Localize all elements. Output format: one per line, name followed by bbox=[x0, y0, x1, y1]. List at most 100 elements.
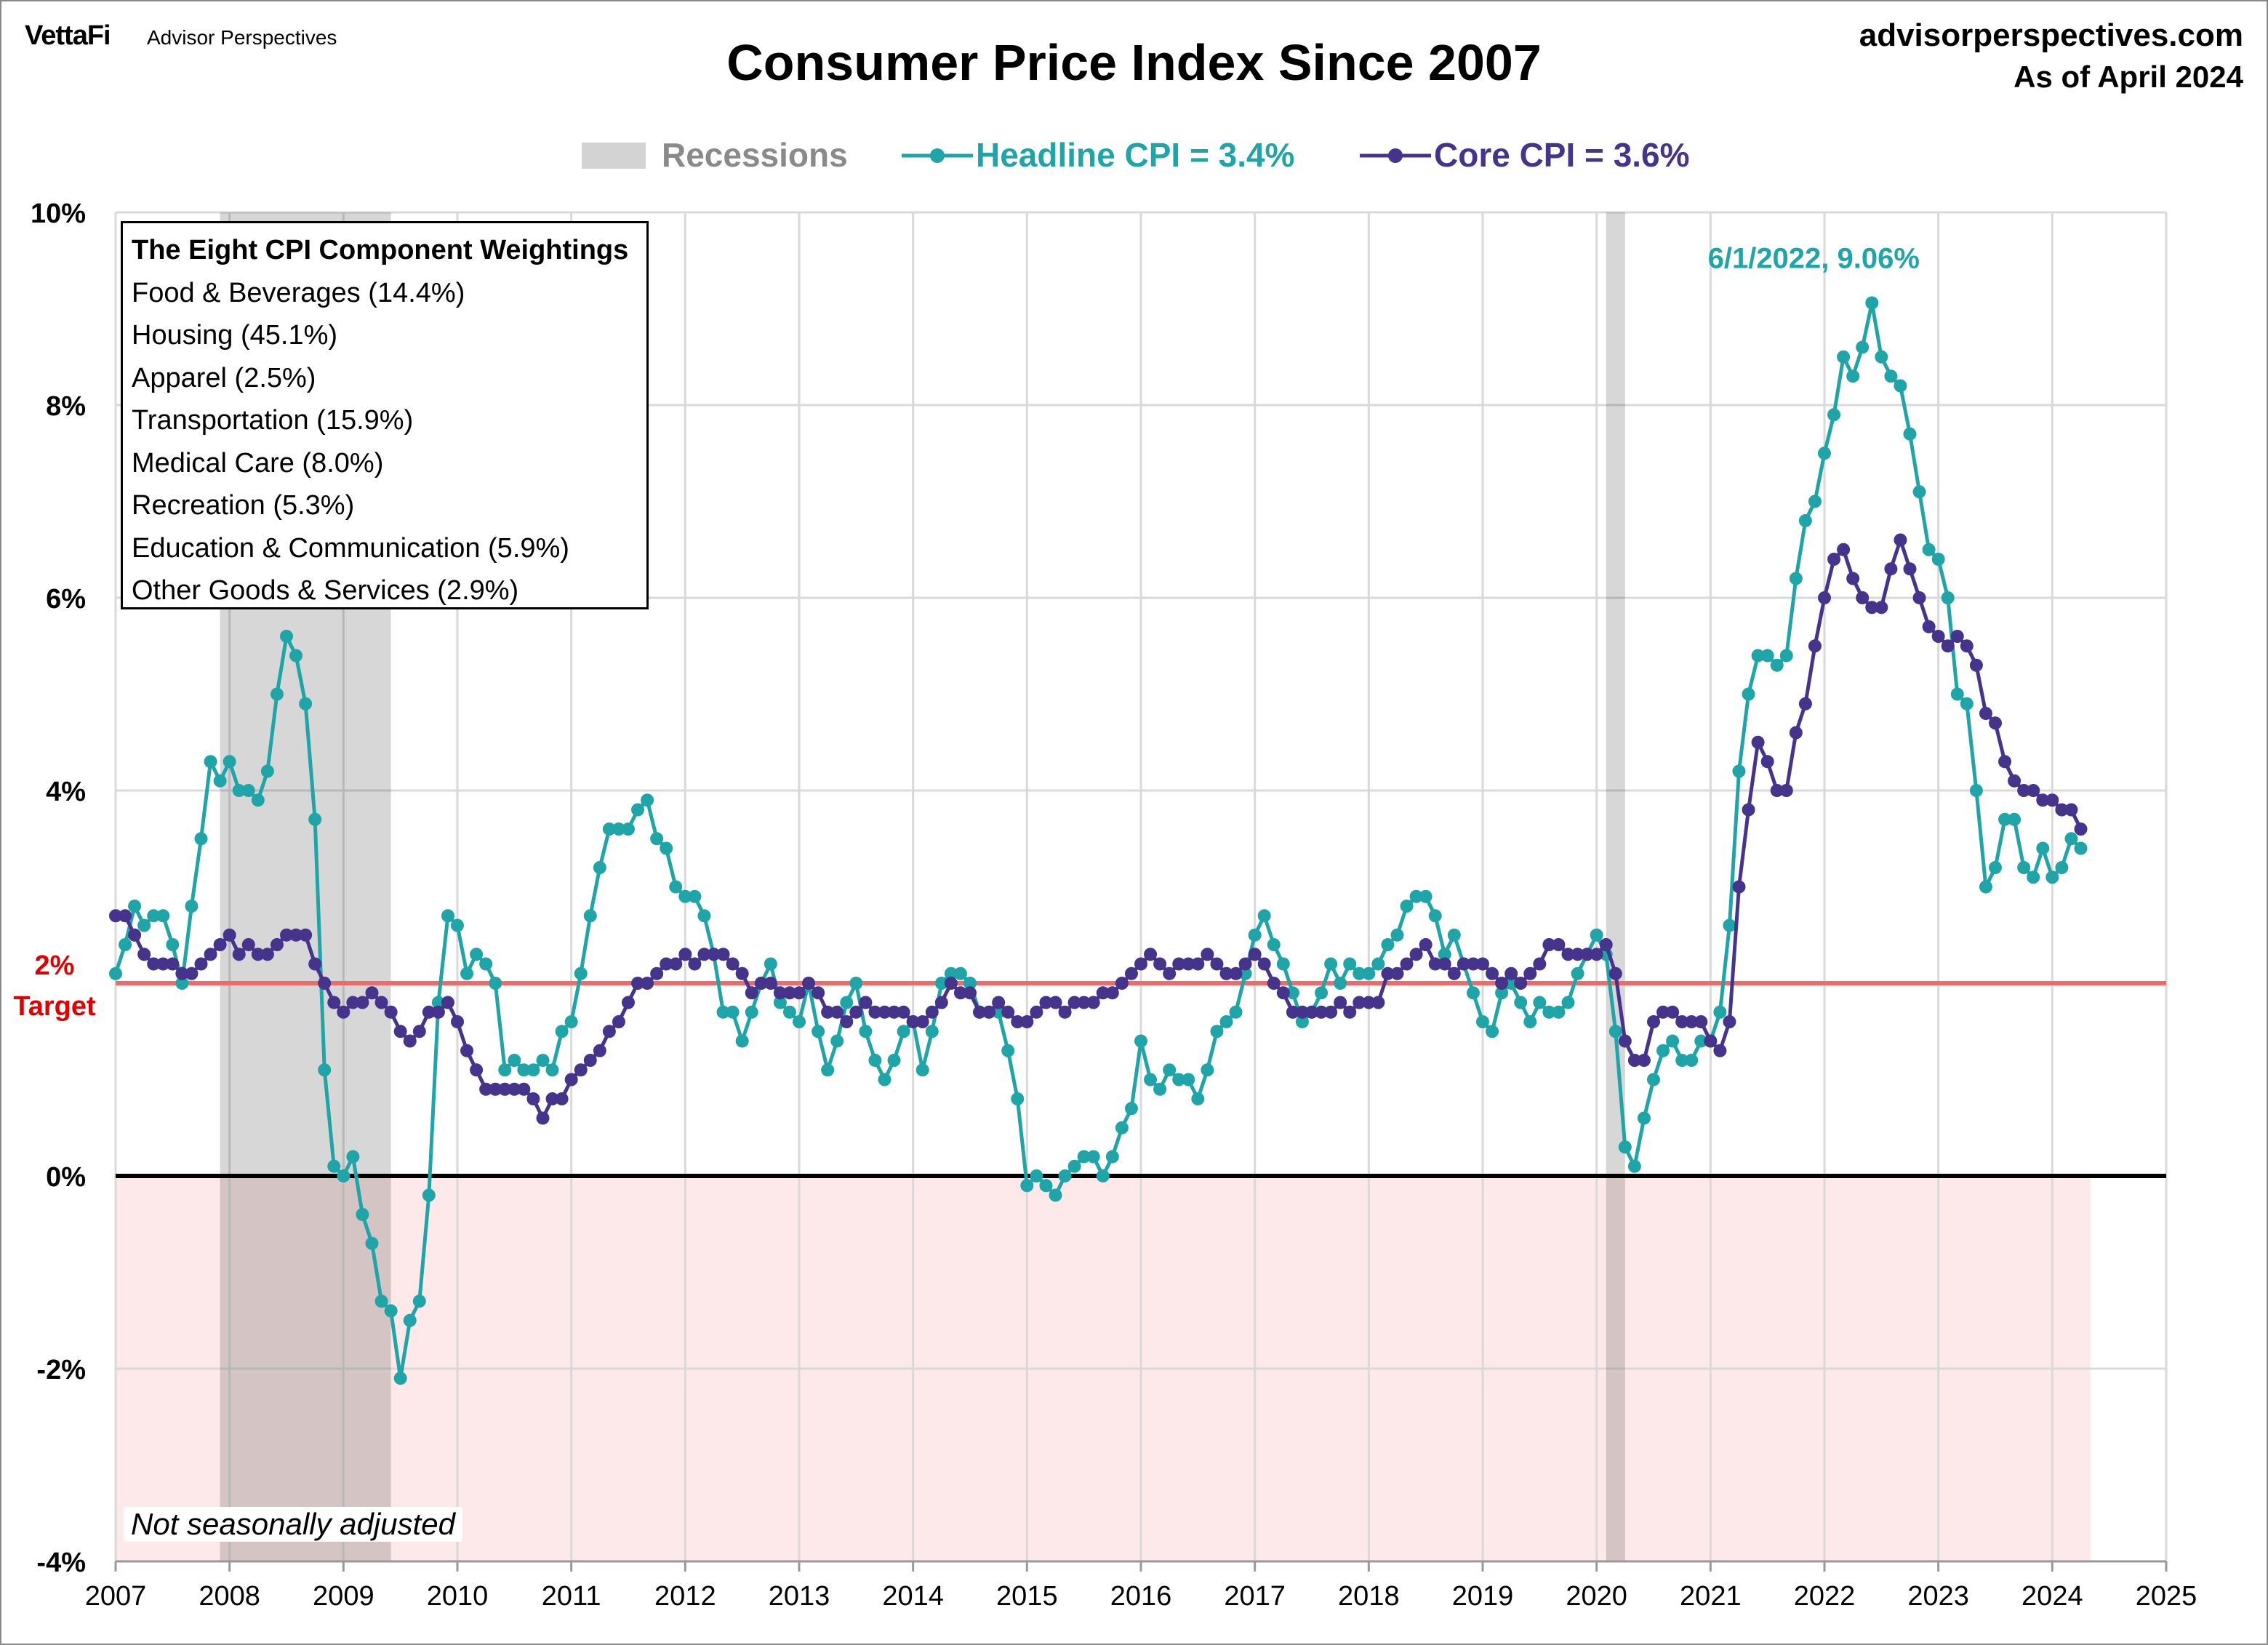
core-cpi-point bbox=[175, 966, 189, 980]
core-cpi-point bbox=[1856, 591, 1870, 604]
x-tick-label: 2025 bbox=[2136, 1581, 2197, 1612]
core-cpi-point bbox=[555, 1092, 569, 1105]
headline-cpi-point bbox=[1077, 1150, 1091, 1164]
core-cpi-point bbox=[1153, 957, 1167, 971]
core-cpi-point bbox=[1637, 1054, 1651, 1067]
core-cpi-point bbox=[451, 1015, 464, 1028]
core-cpi-point bbox=[232, 948, 246, 961]
headline-cpi-point bbox=[678, 889, 692, 903]
headline-cpi-point bbox=[393, 1372, 407, 1385]
core-cpi-point bbox=[745, 986, 758, 1000]
core-cpi-point bbox=[356, 996, 369, 1009]
core-cpi-point bbox=[1219, 966, 1233, 980]
core-cpi-point bbox=[147, 957, 161, 971]
headline-cpi-point bbox=[1191, 1092, 1205, 1105]
core-cpi-point bbox=[622, 996, 635, 1009]
headline-cpi-point bbox=[1257, 909, 1271, 923]
x-tick-label: 2017 bbox=[1224, 1581, 1286, 1612]
core-cpi-point bbox=[726, 957, 740, 971]
headline-cpi-point bbox=[356, 1208, 369, 1221]
headline-cpi-point bbox=[564, 1015, 578, 1028]
core-cpi-point bbox=[716, 948, 730, 961]
seasonal-note: Not seasonally adjusted bbox=[124, 1507, 462, 1542]
core-cpi-point bbox=[1846, 572, 1860, 585]
headline-cpi-point bbox=[289, 649, 303, 663]
y-tick-label: 4% bbox=[46, 777, 86, 807]
core-cpi-point bbox=[593, 1044, 606, 1057]
chart-title: Consumer Price Index Since 2007 bbox=[726, 34, 1542, 91]
headline-cpi-point bbox=[1627, 1159, 1641, 1173]
core-cpi-point bbox=[2027, 784, 2040, 797]
core-cpi-point bbox=[374, 996, 388, 1009]
headline-cpi-point bbox=[1827, 408, 1841, 422]
headline-cpi-point bbox=[1837, 350, 1851, 364]
y-tick-label: -2% bbox=[36, 1355, 86, 1385]
core-cpi-point bbox=[1666, 1005, 1680, 1019]
headline-cpi-point bbox=[1495, 986, 1509, 1000]
core-cpi-point bbox=[1675, 1015, 1689, 1028]
headline-cpi-point bbox=[1884, 369, 1898, 383]
core-cpi-point bbox=[346, 996, 360, 1009]
core-cpi-point bbox=[669, 957, 683, 971]
core-cpi-point bbox=[1751, 735, 1765, 749]
core-cpi-point bbox=[1922, 620, 1936, 633]
headline-cpi-point bbox=[793, 1015, 806, 1028]
headline-cpi-point bbox=[849, 977, 863, 990]
core-cpi-point bbox=[260, 948, 274, 961]
x-tick-label: 2016 bbox=[1110, 1581, 1172, 1612]
headline-cpi-point bbox=[1675, 1054, 1689, 1067]
headline-cpi-point bbox=[1694, 1034, 1708, 1048]
core-cpi-point bbox=[1020, 1015, 1034, 1028]
core-cpi-point bbox=[859, 996, 873, 1009]
target-label: 2% Target bbox=[0, 945, 109, 1027]
headline-cpi-point bbox=[109, 966, 122, 980]
core-cpi-point bbox=[754, 977, 768, 990]
headline-cpi-point bbox=[612, 822, 625, 836]
core-cpi-point bbox=[1362, 996, 1376, 1009]
headline-cpi-point bbox=[688, 889, 702, 903]
core-cpi-point bbox=[204, 948, 217, 961]
core-cpi-point bbox=[1419, 938, 1432, 951]
core-cpi-point bbox=[545, 1092, 559, 1105]
headline-cpi-point bbox=[128, 900, 142, 913]
core-cpi-point bbox=[906, 1015, 920, 1028]
x-tick-label: 2014 bbox=[882, 1581, 944, 1612]
headline-cpi-point bbox=[1362, 966, 1376, 980]
headline-cpi-point bbox=[716, 1005, 730, 1019]
headline-cpi-point bbox=[1998, 812, 2012, 826]
headline-cpi-point bbox=[1447, 928, 1461, 942]
core-cpi-point bbox=[1561, 948, 1575, 961]
core-cpi-point bbox=[1476, 957, 1489, 971]
y-tick-label: 8% bbox=[46, 391, 86, 422]
core-cpi-point bbox=[365, 986, 379, 1000]
headline-cpi-point bbox=[2064, 832, 2078, 846]
core-cpi-point bbox=[697, 948, 711, 961]
core-cpi-point bbox=[1523, 966, 1537, 980]
x-tick-label: 2019 bbox=[1452, 1581, 1514, 1612]
core-cpi-point bbox=[1049, 996, 1062, 1009]
headline-cpi-point bbox=[1172, 1073, 1186, 1086]
x-tick-label: 2007 bbox=[85, 1581, 147, 1612]
x-tick-label: 2015 bbox=[996, 1581, 1058, 1612]
core-cpi-point bbox=[802, 977, 816, 990]
headline-cpi-point bbox=[1229, 1005, 1243, 1019]
headline-cpi-point bbox=[232, 784, 246, 797]
headline-cpi-point bbox=[431, 996, 445, 1009]
headline-cpi-point bbox=[166, 938, 180, 951]
headline-cpi-point bbox=[346, 1150, 360, 1164]
core-cpi-point bbox=[1201, 948, 1214, 961]
core-cpi-point bbox=[1466, 957, 1480, 971]
core-cpi-point bbox=[1286, 1005, 1299, 1019]
headline-cpi-point bbox=[2055, 861, 2069, 874]
core-cpi-point bbox=[384, 1005, 398, 1019]
core-cpi-point bbox=[764, 977, 777, 990]
core-cpi-point bbox=[1381, 966, 1395, 980]
core-cpi-point bbox=[840, 1015, 854, 1028]
core-cpi-point bbox=[1884, 562, 1898, 576]
core-cpi-point bbox=[1798, 697, 1812, 711]
x-tick-label: 2022 bbox=[1794, 1581, 1856, 1612]
headline-cpi-point bbox=[764, 957, 777, 971]
core-cpi-point bbox=[460, 1044, 474, 1057]
headline-cpi-point bbox=[1751, 649, 1765, 663]
headline-cpi-point bbox=[1115, 1121, 1129, 1134]
